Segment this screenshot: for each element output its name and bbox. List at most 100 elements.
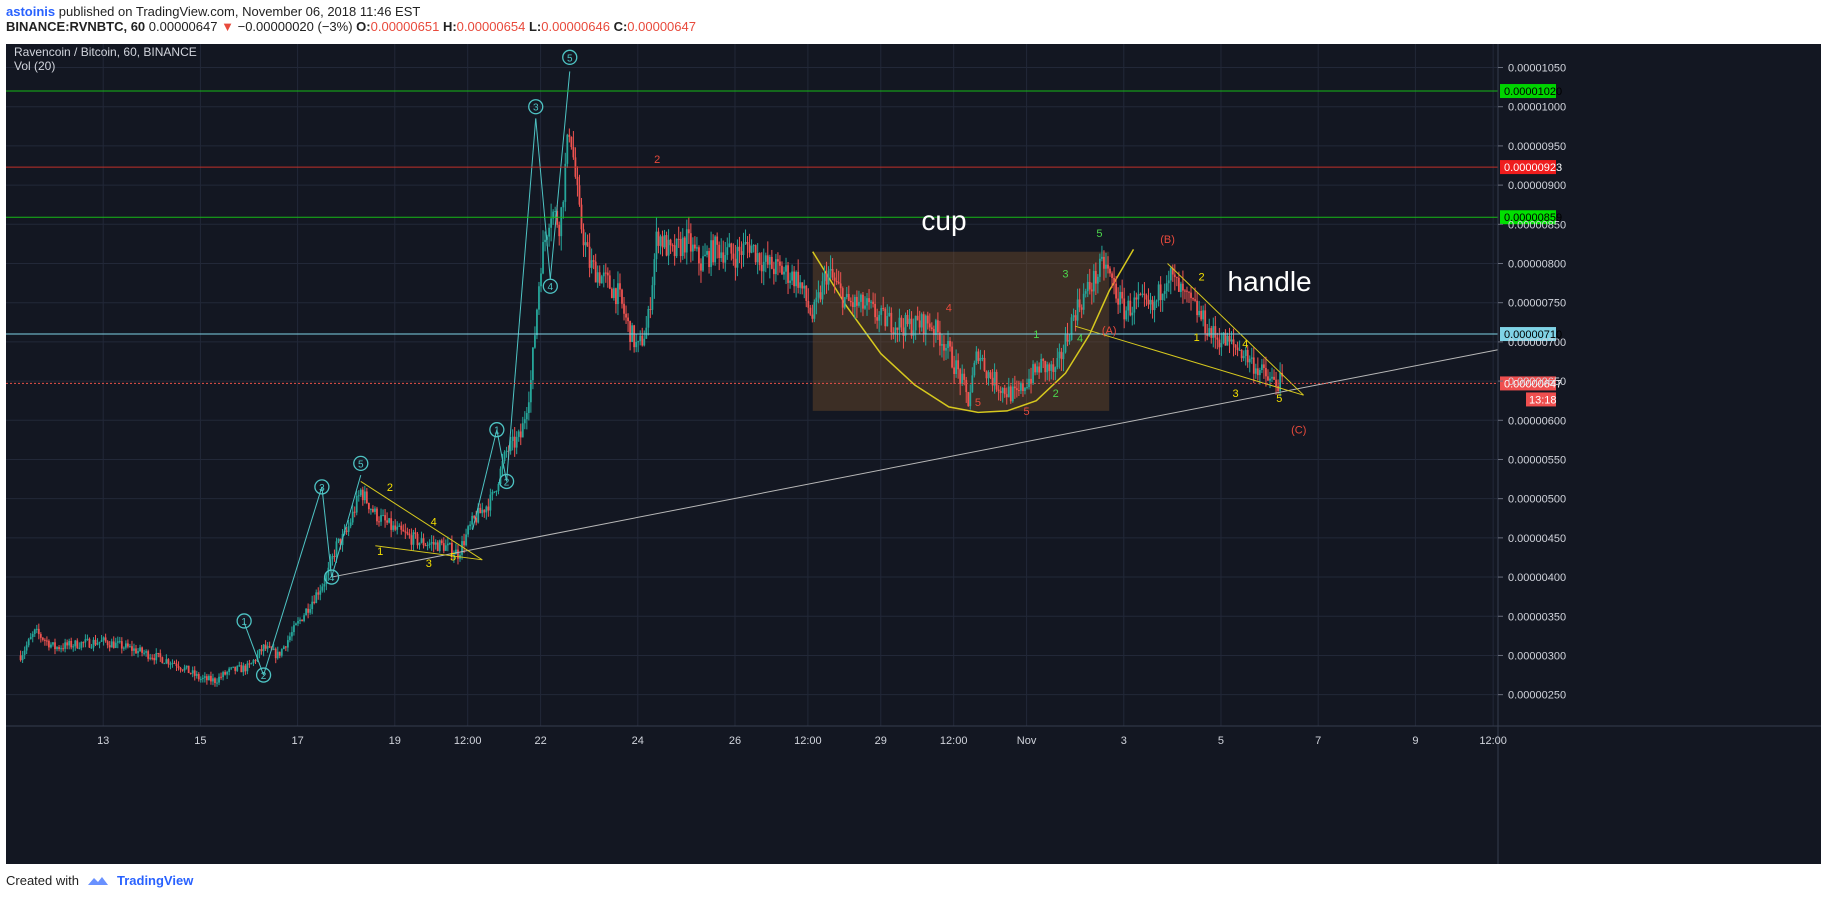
- x-tick-label: 24: [632, 735, 644, 747]
- candle-body: [487, 506, 490, 511]
- candle-body: [1263, 364, 1265, 368]
- candle-body: [837, 281, 840, 284]
- candle-body: [106, 641, 109, 646]
- candle-body: [173, 662, 176, 664]
- candle-body: [1182, 283, 1184, 291]
- candle-body: [43, 639, 46, 641]
- candle-body: [1151, 299, 1154, 311]
- candle-body: [655, 231, 658, 260]
- author-name[interactable]: astoinis: [6, 4, 56, 19]
- candle-body: [511, 436, 514, 442]
- candle-body: [135, 648, 137, 654]
- x-tick-label: 12:00: [794, 735, 822, 747]
- price-chart[interactable]: 0.00001020 0.00000923 0.00000859 0.00000710…: [6, 44, 1821, 864]
- candle-body: [760, 264, 763, 272]
- candle-body: [1173, 274, 1176, 278]
- candle-body: [831, 268, 834, 278]
- candle-body: [153, 658, 156, 661]
- candle-body: [768, 256, 771, 265]
- y-tick-label: 0.00000550: [1508, 454, 1566, 466]
- candle-body: [1202, 310, 1205, 320]
- circled-wave-label: 2: [504, 477, 510, 488]
- candle-body: [1188, 291, 1190, 293]
- tradingview-logo-icon: [87, 876, 108, 885]
- candle-body: [1250, 357, 1253, 359]
- chart-area[interactable]: 0.00001020 0.00000923 0.00000859 0.00000710…: [6, 44, 1821, 864]
- candle-body: [149, 657, 152, 659]
- candle-body: [1230, 339, 1233, 342]
- axes: 0.00001050 0.00001000 0.00000950 0.00000900…: [6, 44, 1821, 864]
- candle-body: [78, 647, 81, 649]
- candle-body: [82, 642, 85, 644]
- candle-body: [894, 327, 897, 334]
- candle-body: [586, 242, 589, 247]
- y-tick-label: 0.00000250: [1508, 690, 1566, 702]
- candle-body: [58, 647, 60, 650]
- candle-body: [841, 288, 844, 308]
- x-tick-label: 12:00: [454, 735, 482, 747]
- circled-wave-marker: [489, 422, 505, 438]
- candle-body: [698, 247, 700, 264]
- candle-body: [922, 314, 925, 335]
- candle-body: [752, 245, 755, 247]
- candle-body: [169, 663, 172, 665]
- candle-body: [463, 541, 465, 546]
- candle-body: [46, 640, 48, 642]
- candle-body: [904, 314, 907, 336]
- candle-body: [276, 651, 279, 659]
- circled-wave-marker: [542, 278, 558, 294]
- candle-body: [1279, 372, 1282, 391]
- candle-body: [1269, 378, 1271, 381]
- candle-body: [361, 489, 364, 501]
- candle-body: [181, 669, 184, 671]
- candle-body: [250, 663, 253, 665]
- candle-body: [762, 261, 765, 272]
- candle-body: [161, 657, 164, 664]
- candle-body: [772, 268, 775, 275]
- candle-body: [669, 239, 672, 246]
- candle-body: [467, 526, 469, 535]
- candle-body: [301, 619, 303, 622]
- candle-body: [1240, 349, 1243, 359]
- candle-body: [183, 667, 186, 671]
- candle-body: [1196, 300, 1198, 316]
- candle-body: [1007, 386, 1010, 398]
- candle-body: [985, 370, 988, 379]
- candle-body: [434, 542, 437, 545]
- x-tick-label: 26: [729, 735, 741, 747]
- symbol-line: BINANCE:RVNBTC, 60 0.00000647 ▼ −0.00000…: [6, 19, 696, 34]
- candle-body: [392, 525, 395, 530]
- candle-body: [1070, 317, 1073, 341]
- candle-body: [847, 294, 850, 301]
- candle-body: [293, 625, 295, 633]
- candle-body: [112, 641, 115, 648]
- candle-body: [588, 246, 591, 268]
- wave-label: (A): [1102, 325, 1117, 337]
- trend-line: [496, 429, 508, 482]
- candle-body: [874, 303, 877, 318]
- candle-body: [86, 638, 89, 640]
- countdown-box: [1526, 392, 1556, 407]
- candle-body: [1218, 339, 1221, 348]
- candle-body: [789, 280, 791, 283]
- candle-body: [177, 665, 180, 668]
- candle-body: [882, 307, 885, 309]
- candle-body: [612, 288, 615, 298]
- candle-body: [240, 665, 243, 673]
- candle-body: [56, 647, 58, 650]
- candle-body: [637, 341, 640, 343]
- tradingview-brand[interactable]: TradingView: [116, 873, 194, 888]
- candle-body: [131, 646, 133, 651]
- candle-body: [66, 642, 69, 646]
- trend-line: [1075, 325, 1304, 396]
- candle-body: [90, 647, 93, 649]
- candle-body: [1109, 268, 1111, 274]
- candle-body: [1115, 283, 1117, 299]
- candle-body: [471, 515, 474, 525]
- candle-body: [959, 369, 962, 384]
- candle-body: [137, 651, 139, 654]
- candle-body: [742, 243, 745, 256]
- candle-body: [995, 371, 998, 390]
- candle-body: [667, 239, 670, 256]
- candle-body: [1135, 297, 1138, 300]
